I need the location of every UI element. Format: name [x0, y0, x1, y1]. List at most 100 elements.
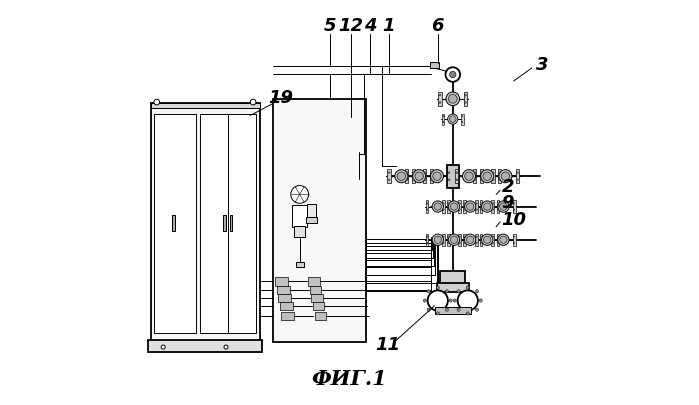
- Circle shape: [464, 236, 466, 237]
- Bar: [438, 92, 442, 106]
- Circle shape: [500, 236, 507, 243]
- Circle shape: [466, 286, 470, 289]
- Bar: [463, 200, 466, 213]
- Circle shape: [442, 116, 444, 117]
- Bar: [473, 169, 477, 183]
- Circle shape: [447, 114, 458, 124]
- Circle shape: [224, 345, 228, 349]
- Bar: [447, 234, 450, 246]
- Circle shape: [291, 185, 308, 203]
- Circle shape: [464, 209, 466, 210]
- Bar: [442, 114, 445, 125]
- Bar: [516, 169, 519, 183]
- Circle shape: [492, 242, 493, 243]
- Bar: [387, 169, 391, 183]
- Bar: [463, 234, 466, 246]
- Bar: [480, 234, 482, 246]
- Circle shape: [482, 234, 493, 245]
- Bar: [282, 312, 294, 320]
- Circle shape: [442, 209, 444, 210]
- Bar: [151, 103, 259, 108]
- Bar: [442, 234, 445, 246]
- Circle shape: [461, 116, 463, 117]
- Circle shape: [389, 172, 390, 173]
- Bar: [310, 286, 321, 294]
- Bar: [292, 205, 308, 227]
- Circle shape: [513, 203, 514, 204]
- Circle shape: [448, 172, 450, 173]
- Circle shape: [442, 203, 444, 204]
- Bar: [154, 114, 196, 333]
- Bar: [435, 307, 471, 314]
- Circle shape: [397, 172, 405, 180]
- Circle shape: [448, 234, 460, 245]
- Bar: [307, 204, 316, 218]
- Circle shape: [447, 209, 449, 210]
- Circle shape: [423, 299, 426, 302]
- Circle shape: [450, 203, 458, 210]
- Circle shape: [500, 203, 507, 210]
- Bar: [305, 217, 317, 223]
- Bar: [280, 302, 293, 310]
- Circle shape: [480, 242, 482, 243]
- Circle shape: [434, 236, 442, 243]
- Circle shape: [513, 242, 514, 243]
- Circle shape: [424, 179, 426, 181]
- Bar: [423, 169, 426, 183]
- Circle shape: [476, 203, 477, 204]
- Circle shape: [445, 67, 460, 82]
- Text: 5: 5: [324, 17, 336, 35]
- Bar: [491, 234, 494, 246]
- Circle shape: [492, 203, 493, 204]
- Circle shape: [465, 94, 466, 96]
- Bar: [491, 200, 494, 213]
- Bar: [405, 169, 408, 183]
- Circle shape: [424, 172, 426, 173]
- Circle shape: [466, 203, 474, 210]
- Text: ФИГ.1: ФИГ.1: [312, 369, 387, 389]
- Circle shape: [154, 99, 159, 105]
- Circle shape: [498, 234, 509, 245]
- Text: 10: 10: [501, 211, 526, 228]
- Circle shape: [466, 236, 474, 243]
- Bar: [277, 286, 289, 294]
- Circle shape: [461, 121, 463, 122]
- Circle shape: [476, 242, 477, 243]
- Circle shape: [389, 179, 390, 181]
- Bar: [275, 277, 288, 286]
- Circle shape: [492, 236, 493, 237]
- Circle shape: [498, 172, 500, 173]
- Circle shape: [483, 172, 491, 180]
- Bar: [430, 62, 438, 68]
- Bar: [426, 234, 428, 246]
- Circle shape: [412, 170, 426, 183]
- Bar: [512, 200, 516, 213]
- Circle shape: [436, 312, 440, 315]
- Circle shape: [497, 209, 498, 210]
- Circle shape: [442, 236, 444, 237]
- Circle shape: [446, 92, 459, 106]
- Circle shape: [428, 290, 448, 311]
- Circle shape: [445, 290, 449, 293]
- Circle shape: [476, 209, 477, 210]
- Circle shape: [499, 170, 512, 183]
- Text: 19: 19: [268, 89, 293, 107]
- Bar: [172, 215, 175, 231]
- Bar: [475, 234, 478, 246]
- Text: 2: 2: [501, 178, 514, 196]
- Circle shape: [517, 179, 519, 181]
- Bar: [148, 340, 262, 352]
- Circle shape: [447, 236, 449, 237]
- Bar: [273, 99, 366, 342]
- Circle shape: [465, 234, 476, 245]
- Circle shape: [475, 308, 479, 311]
- Bar: [496, 234, 499, 246]
- Bar: [151, 103, 259, 341]
- Bar: [498, 169, 501, 183]
- Circle shape: [484, 203, 491, 210]
- Circle shape: [445, 308, 449, 311]
- Circle shape: [481, 170, 493, 183]
- Bar: [447, 200, 450, 213]
- Circle shape: [433, 172, 441, 180]
- Circle shape: [442, 242, 444, 243]
